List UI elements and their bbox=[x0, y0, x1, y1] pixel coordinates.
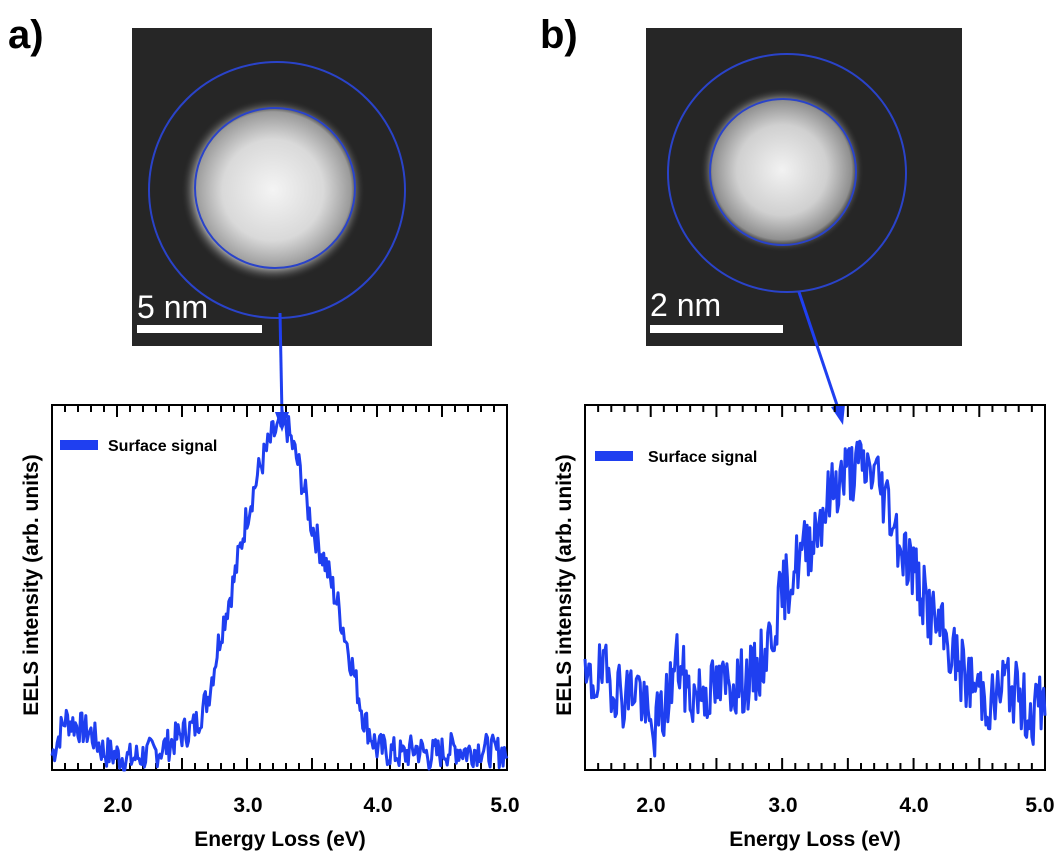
panel-a-shell-ring bbox=[148, 61, 406, 319]
panel-b-series-surface-signal bbox=[583, 439, 1047, 758]
panel-b-xtick-labels: 2.0 3.0 4.0 5.0 bbox=[636, 794, 1054, 817]
panel-a-tick-marks bbox=[51, 405, 508, 770]
panel-a-xtick-3.0: 3.0 bbox=[233, 794, 262, 817]
panel-a-y-axis-title: EELS intensity (arb. units) bbox=[20, 454, 43, 715]
panel-a-xtick-5.0: 5.0 bbox=[490, 794, 519, 817]
panel-a-xtick-labels: 2.0 3.0 4.0 5.0 bbox=[103, 794, 519, 817]
panel-a-xtick-2.0: 2.0 bbox=[103, 794, 132, 817]
panel-a-legend-swatch bbox=[60, 440, 98, 450]
panel-b-xtick-3.0: 3.0 bbox=[768, 794, 797, 817]
panel-a-nanoparticle bbox=[181, 98, 365, 282]
panel-a-core-ring bbox=[194, 107, 356, 269]
panel-a-chart: Surface signal 2.0 3.0 4.0 5.0 Energy Lo… bbox=[20, 404, 520, 851]
panel-a-series-surface-signal bbox=[50, 408, 509, 772]
panel-a-legend-label: Surface signal bbox=[108, 438, 217, 455]
panel-b-chart: Surface signal 2.0 3.0 4.0 5.0 Energy Lo… bbox=[553, 404, 1055, 851]
panel-b-micrograph: 2 nm bbox=[646, 28, 962, 346]
panel-b-label: b) bbox=[540, 13, 578, 57]
panel-b-x-axis-title: Energy Loss (eV) bbox=[729, 828, 901, 851]
panel-b-core-ring bbox=[709, 98, 857, 246]
panel-b-nanoparticle bbox=[700, 88, 864, 252]
panel-b-legend-label: Surface signal bbox=[648, 449, 757, 466]
panel-b-tick-marks bbox=[584, 405, 1046, 770]
panel-a-label: a) bbox=[8, 13, 44, 57]
panel-b-scale-bar bbox=[650, 325, 783, 333]
panel-a-scale-bar bbox=[137, 325, 262, 333]
panel-b-xtick-5.0: 5.0 bbox=[1025, 794, 1054, 817]
panel-b-plot-frame bbox=[584, 404, 1046, 771]
panel-a-scale-label: 5 nm bbox=[137, 289, 208, 325]
panel-a-plot-frame bbox=[51, 404, 508, 771]
panel-a-micrograph: 5 nm bbox=[132, 28, 432, 346]
panel-a: a) 5 nm Surface signal 2.0 3.0 4.0 bbox=[8, 13, 520, 851]
panel-a-legend: Surface signal bbox=[60, 438, 217, 455]
panel-b-shell-ring bbox=[667, 53, 907, 293]
panel-b: b) 2 nm Surface signal 2.0 3.0 4.0 bbox=[540, 13, 1055, 851]
panel-a-xtick-4.0: 4.0 bbox=[363, 794, 392, 817]
panel-b-scale-label: 2 nm bbox=[650, 287, 721, 323]
panel-b-y-axis-title: EELS intensity (arb. units) bbox=[553, 454, 576, 715]
panel-a-x-axis-title: Energy Loss (eV) bbox=[194, 828, 366, 851]
panel-b-legend: Surface signal bbox=[595, 449, 757, 466]
panel-b-xtick-4.0: 4.0 bbox=[899, 794, 928, 817]
panel-b-xtick-2.0: 2.0 bbox=[636, 794, 665, 817]
panel-b-legend-swatch bbox=[595, 451, 633, 461]
